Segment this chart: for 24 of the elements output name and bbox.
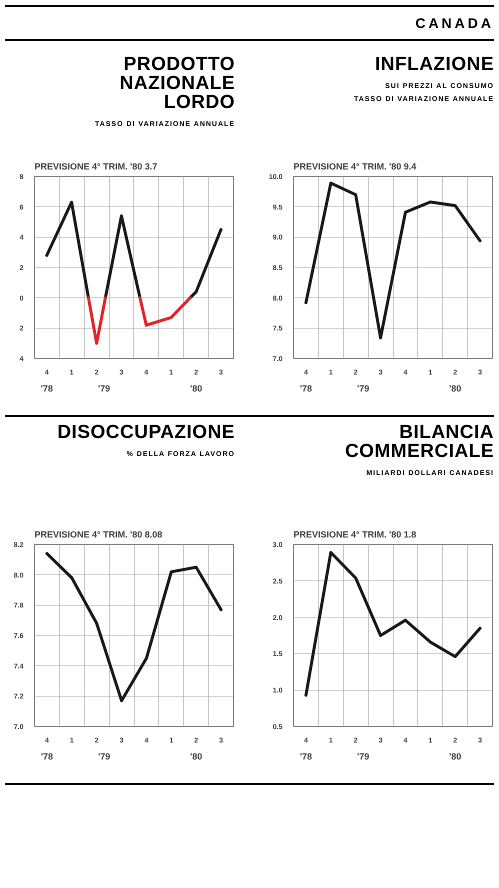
text: '79 <box>98 752 110 762</box>
chart-title: BILANCIA COMMERCIALE <box>344 422 494 462</box>
text: '80 <box>190 752 202 762</box>
text: CANADA <box>5 5 494 41</box>
text: '78 <box>40 384 53 394</box>
line-series <box>304 551 482 697</box>
line-series <box>304 182 482 340</box>
text: PREVISIONE 4° TRIM. '80 9.4 <box>294 162 416 172</box>
chart-title: DISOCCUPAZIONE <box>56 422 235 443</box>
text: '78 <box>300 384 312 394</box>
chart-title: PRODOTTO NAZIONALE LORDO <box>118 54 235 113</box>
chart-title: INFLAZIONE <box>374 54 494 75</box>
text: '79 <box>98 384 110 394</box>
text: '78 <box>300 752 312 762</box>
text: PREVISIONE 4° TRIM. '80 3.7 <box>34 162 158 172</box>
text: PREVISIONE 4° TRIM. '80 8.08 <box>34 530 162 540</box>
text: '78 <box>40 752 54 762</box>
line-series <box>45 552 223 702</box>
text: '79 <box>357 384 370 394</box>
text: '79 <box>357 752 370 762</box>
text: '80 <box>449 384 462 394</box>
text: '80 <box>449 752 462 762</box>
text: '80 <box>190 384 202 394</box>
text: PREVISIONE 4° TRIM. '80 1.8 <box>294 530 416 540</box>
